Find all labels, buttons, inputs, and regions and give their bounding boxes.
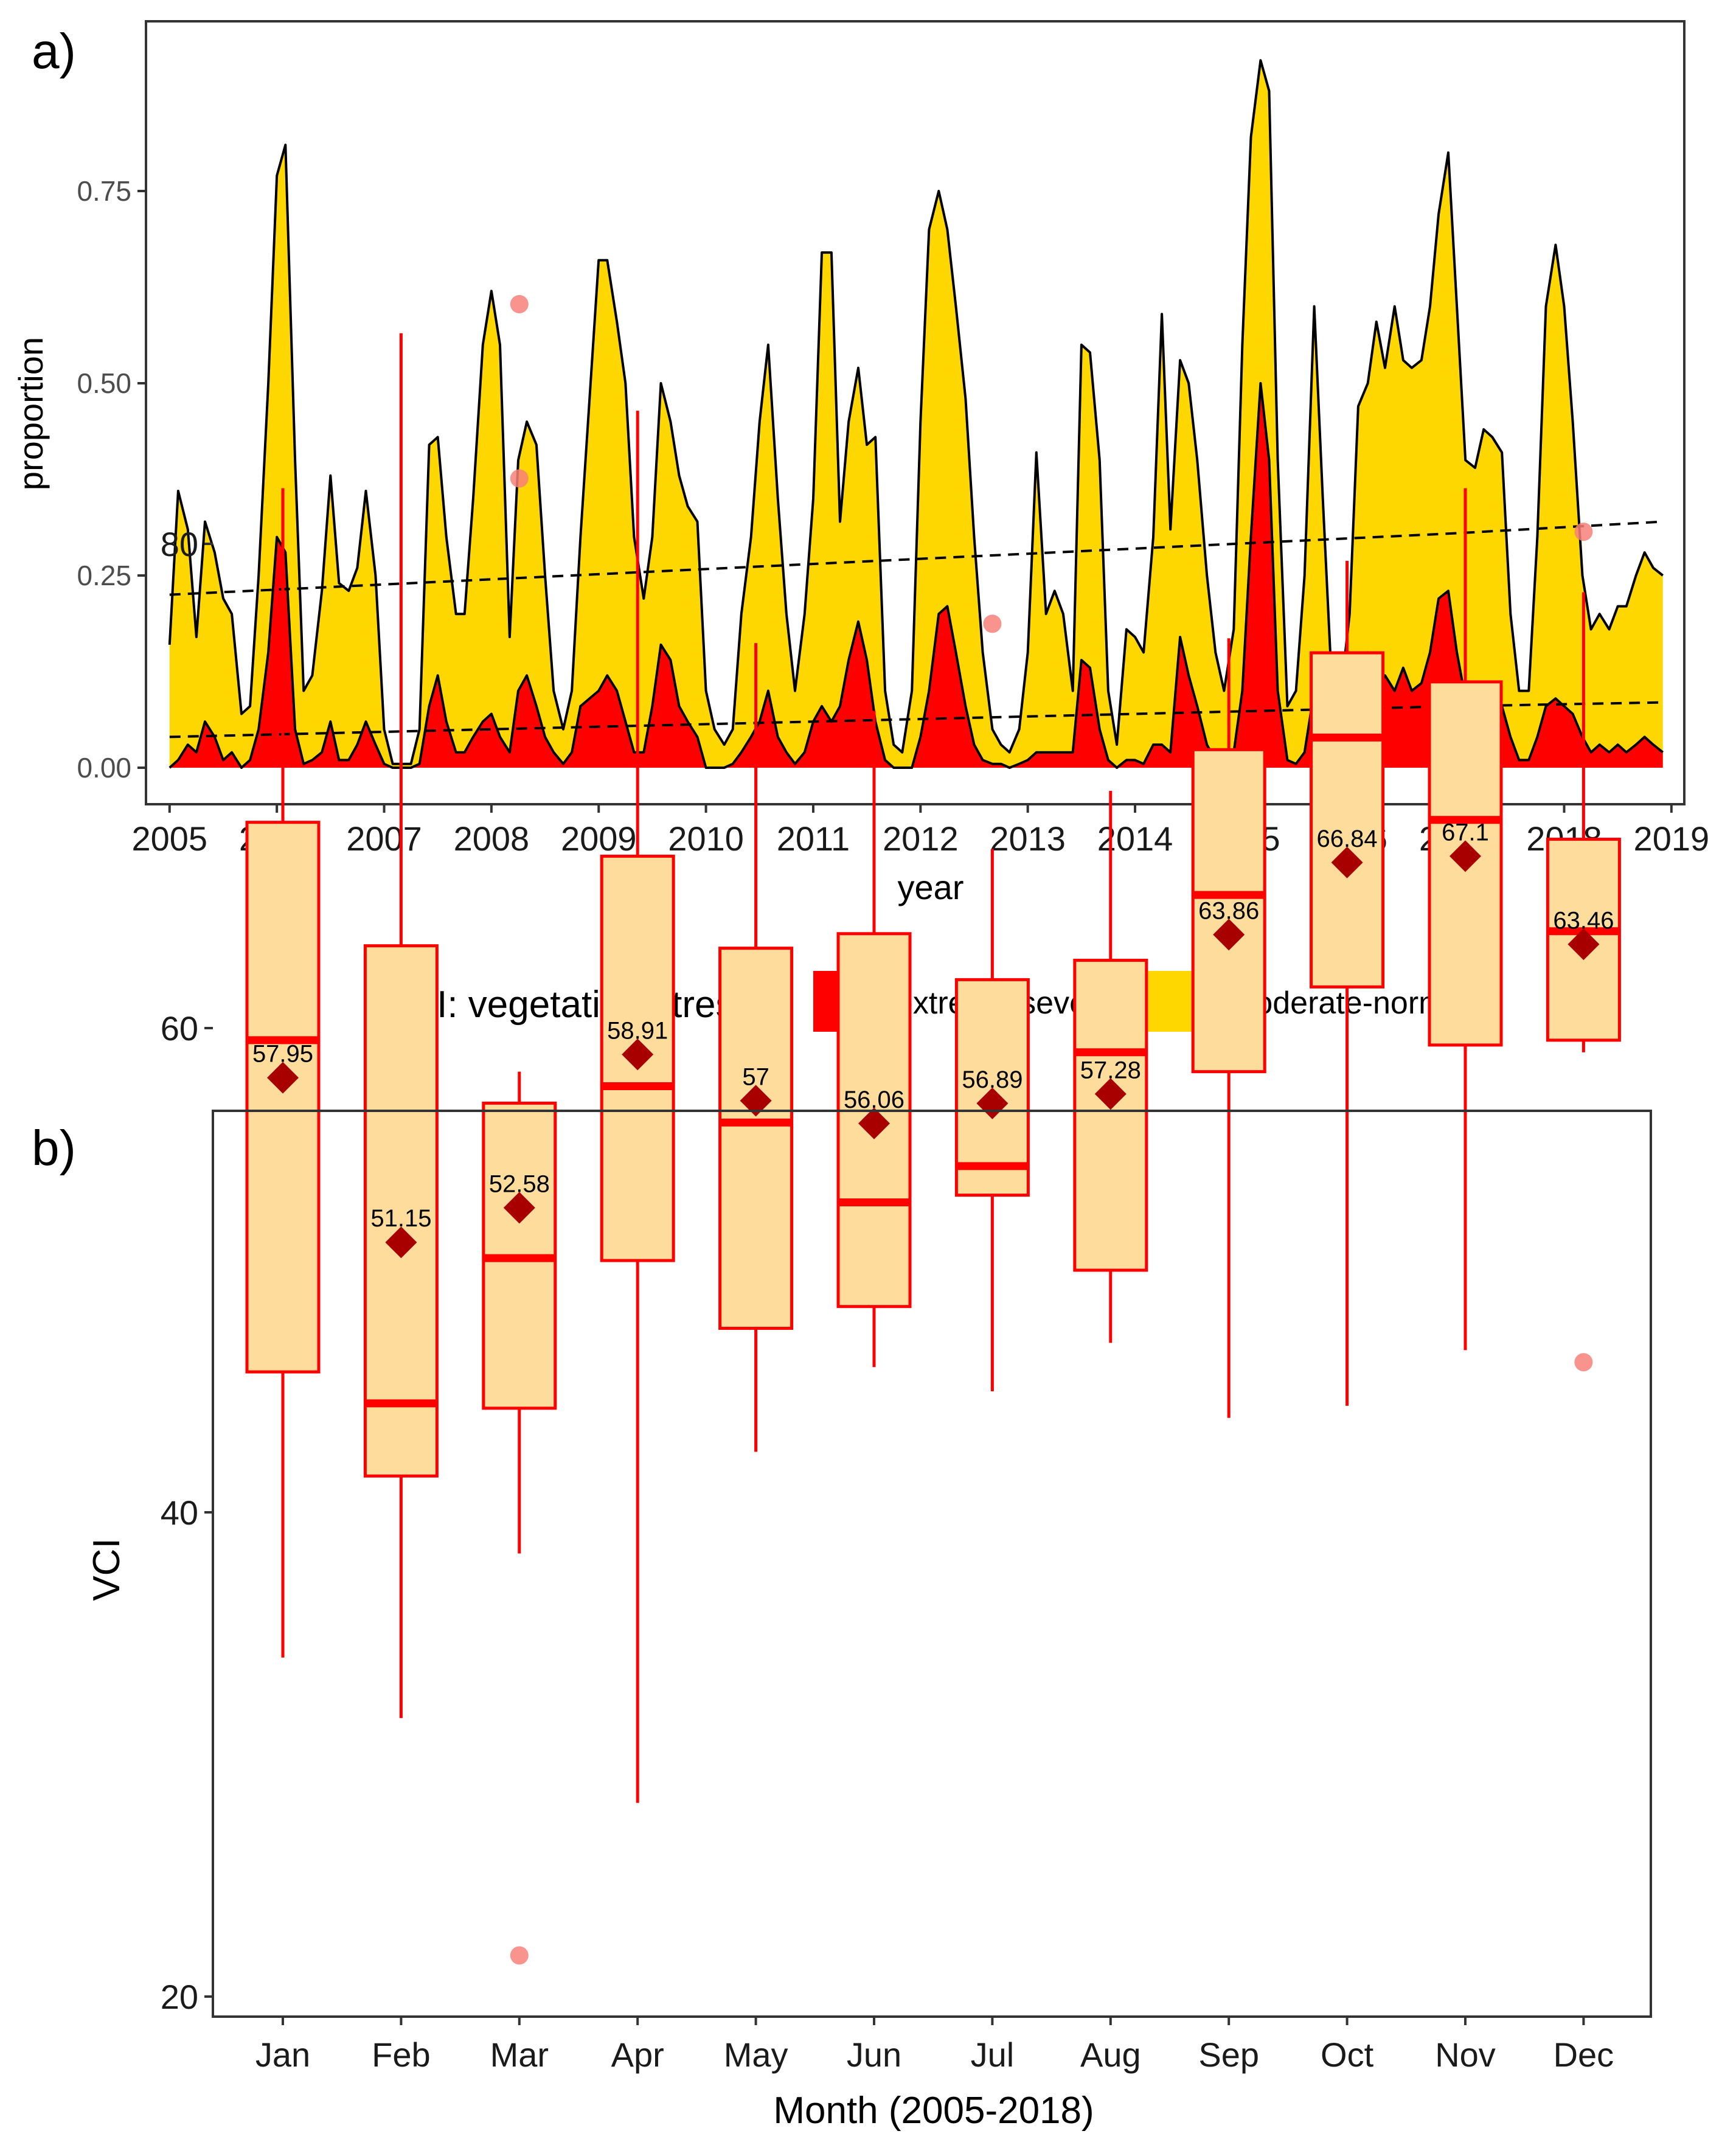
box-iqr xyxy=(954,978,1030,1197)
panel-a-x-tick-label: 2019 xyxy=(1634,819,1710,858)
legend: VCI: vegetation stress extreme-severe mo… xyxy=(384,971,1470,1032)
box-mean-marker xyxy=(1331,846,1363,878)
panel-b-x-tick-label: Apr xyxy=(611,2035,664,2074)
box-outlier xyxy=(983,614,1002,633)
panel-a-y-axis-title: proportion xyxy=(12,337,50,490)
panel-b-y-axis-title: VCI xyxy=(86,1538,128,1601)
panel-b-x-tick-label: Dec xyxy=(1554,2035,1614,2074)
box-mean-marker xyxy=(1450,840,1481,872)
box-aug: 57.28 xyxy=(1073,790,1148,1343)
panel-a-x-tick-label: 2013 xyxy=(990,819,1066,858)
panel-a-frame xyxy=(145,20,1686,805)
box-mean-marker xyxy=(622,1038,654,1071)
box-mean-label: 58.91 xyxy=(607,1017,668,1044)
panel-b-y-tick-label: 60 xyxy=(161,1009,198,1048)
box-mean-label: 51.15 xyxy=(370,1205,431,1232)
box-iqr xyxy=(1310,651,1385,989)
panel-b-y-ticks: 20 40 60 80 xyxy=(161,525,213,2016)
line-extreme-severe-outline xyxy=(168,382,1664,769)
panel-a-y-tick-label: 0.75 xyxy=(77,175,131,207)
box-dec: 63.46 xyxy=(1546,523,1621,1372)
box-oct: 66.84 xyxy=(1310,560,1385,1406)
box-mean-marker xyxy=(740,1085,772,1117)
panel-a-x-tick-label: 2012 xyxy=(883,819,959,858)
box-mean-marker xyxy=(1094,1078,1127,1110)
box-mean-label: 63.46 xyxy=(1553,907,1614,934)
box-outlier xyxy=(1574,1353,1593,1372)
box-outlier xyxy=(1574,523,1593,541)
panel-a-y-tick-label: 0.00 xyxy=(77,752,131,784)
box-iqr xyxy=(245,821,321,1374)
box-mean-marker xyxy=(858,1107,890,1139)
box-mean-label: 56.89 xyxy=(962,1066,1023,1093)
area-moderate-normal xyxy=(169,60,1663,768)
box-jun: 56.06 xyxy=(836,711,912,1368)
panel-b-x-tick-label: Jul xyxy=(971,2035,1015,2074)
box-sep: 63.86 xyxy=(1191,638,1266,1418)
box-may: 57 xyxy=(718,643,794,1452)
box-mean-marker xyxy=(1213,919,1245,951)
panel-b-x-tick-label: Feb xyxy=(372,2035,431,2074)
legend-title: VCI: vegetation stress xyxy=(384,984,754,1026)
box-mean-label: 63.86 xyxy=(1198,897,1259,924)
box-mean-label: 57 xyxy=(742,1063,769,1090)
panel-a-x-tick-label: 2005 xyxy=(132,819,208,858)
box-nov: 67.1 xyxy=(1428,488,1503,1351)
box-iqr xyxy=(363,944,439,1478)
box-mean-marker xyxy=(267,1062,299,1094)
panel-b-x-tick-label: Oct xyxy=(1321,2035,1374,2074)
panel-b-frame xyxy=(212,1110,1652,2018)
panel-a-x-tick-label: 2009 xyxy=(561,819,637,858)
box-mean-marker xyxy=(503,1192,535,1224)
box-mean-label: 57.95 xyxy=(252,1041,313,1068)
panel-b-label: b) xyxy=(32,1121,76,1176)
box-mean-marker xyxy=(385,1226,417,1259)
panel-b-x-tick-label: Nov xyxy=(1435,2035,1496,2074)
panel-b-box-plot: b) 57.95 51.15 52.58 58.91 57 56.06 56.89 57.28… xyxy=(32,294,1652,2132)
trend-line-moderate-normal xyxy=(169,520,1663,596)
box-mean-marker xyxy=(1568,928,1600,961)
panel-b-y-tick-label: 80 xyxy=(161,525,198,563)
box-mean-label: 66.84 xyxy=(1317,826,1378,852)
panel-b-y-tick-label: 20 xyxy=(161,1978,198,2016)
box-mean-label: 52.58 xyxy=(489,1170,550,1197)
panel-a-y-tick-label: 0.50 xyxy=(77,367,131,399)
panel-a-x-tick-label: 2010 xyxy=(668,819,744,858)
box-jul: 56.89 xyxy=(954,614,1030,1391)
line-moderate-normal-outline xyxy=(168,59,1664,765)
box-outlier xyxy=(510,294,529,313)
panel-a-y-ticks: 0.00 0.25 0.50 0.75 xyxy=(77,175,146,784)
panel-a-x-axis-title: year xyxy=(898,868,964,906)
panel-b-x-tick-label: Mar xyxy=(490,2035,549,2074)
panel-b-x-ticks: Jan Feb Mar Apr May Jun Jul Aug Sep Oct Nov Dec xyxy=(255,2017,1614,2074)
box-feb: 51.15 xyxy=(363,333,439,1719)
panel-a-x-tick-label: 2008 xyxy=(454,819,530,858)
box-mar: 52.58 xyxy=(482,294,557,1965)
panel-b-y-tick-label: 40 xyxy=(161,1493,198,1532)
panel-a-x-tick-label: 2007 xyxy=(346,819,422,858)
box-outlier xyxy=(510,469,529,488)
panel-b-x-tick-label: Jun xyxy=(847,2035,901,2074)
panel-a-y-tick-label: 0.25 xyxy=(77,560,131,591)
box-iqr xyxy=(1191,748,1266,1074)
box-mean-label: 56.06 xyxy=(844,1086,904,1113)
panel-a-x-tick-label: 2014 xyxy=(1097,819,1173,858)
panel-a-x-tick-label: 2011 xyxy=(777,819,850,858)
box-apr: 58.91 xyxy=(600,411,675,1803)
panel-b-x-tick-label: Aug xyxy=(1080,2035,1141,2074)
panel-b-x-axis-title: Month (2005-2018) xyxy=(773,2090,1094,2132)
box-iqr xyxy=(1073,959,1148,1272)
box-jan: 57.95 xyxy=(245,488,321,1658)
panel-b-x-tick-label: Jan xyxy=(255,2035,310,2074)
panel-a-areas xyxy=(168,59,1664,769)
box-mean-label: 67.1 xyxy=(1442,819,1489,846)
panel-a-label: a) xyxy=(32,24,76,79)
box-mean-label: 57.28 xyxy=(1080,1057,1141,1083)
box-iqr xyxy=(718,947,794,1330)
panel-b-boxes: 57.95 51.15 52.58 58.91 57 56.06 56.89 57.28 63.… xyxy=(245,294,1621,1965)
panel-b-x-tick-label: Sep xyxy=(1198,2035,1259,2074)
panel-b-x-tick-label: May xyxy=(724,2035,788,2074)
box-outlier xyxy=(510,1946,529,1965)
